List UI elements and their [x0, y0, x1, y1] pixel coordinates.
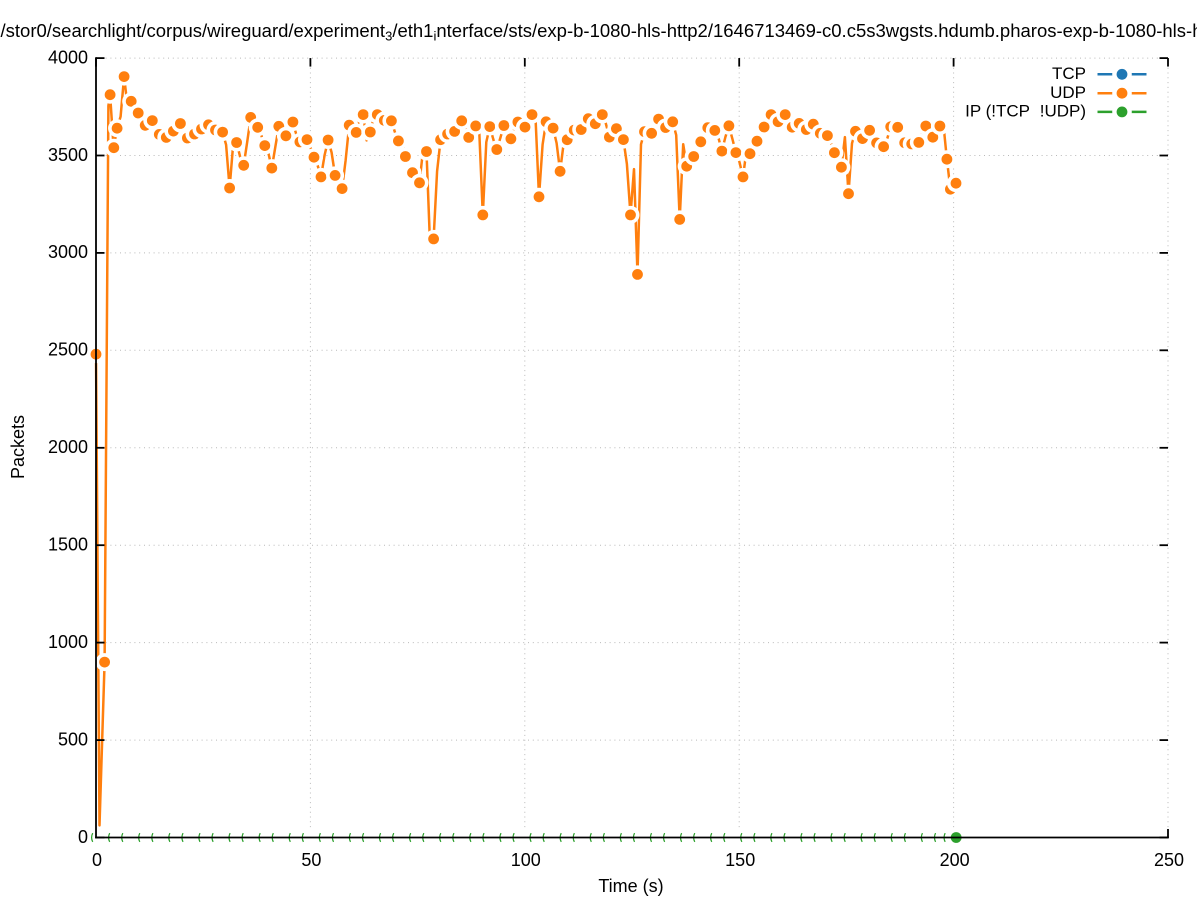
svg-text:3500: 3500 — [48, 145, 88, 165]
svg-text:50: 50 — [301, 850, 321, 870]
svg-text:0: 0 — [92, 850, 102, 870]
svg-text:100: 100 — [511, 850, 541, 870]
svg-text:Packets: Packets — [8, 415, 28, 479]
svg-text:IP (!TCP: IP (!TCP — [965, 102, 1030, 121]
svg-text:2000: 2000 — [48, 437, 88, 457]
svg-text:3000: 3000 — [48, 242, 88, 262]
svg-text:200: 200 — [940, 850, 970, 870]
svg-text:1000: 1000 — [48, 632, 88, 652]
svg-text:!UDP): !UDP) — [1040, 102, 1086, 121]
svg-text:UDP: UDP — [1050, 83, 1086, 102]
svg-text:/stor0/searchlight/corpus/wire: /stor0/searchlight/corpus/wireguard/expe… — [1, 20, 1197, 44]
svg-text:4000: 4000 — [48, 47, 88, 67]
svg-text:1500: 1500 — [48, 535, 88, 555]
svg-text:500: 500 — [58, 729, 88, 749]
svg-text:150: 150 — [725, 850, 755, 870]
svg-text:2500: 2500 — [48, 340, 88, 360]
svg-text:Time (s): Time (s) — [598, 876, 663, 896]
svg-text:0: 0 — [78, 827, 88, 847]
svg-text:TCP: TCP — [1052, 64, 1086, 83]
svg-text:250: 250 — [1154, 850, 1184, 870]
